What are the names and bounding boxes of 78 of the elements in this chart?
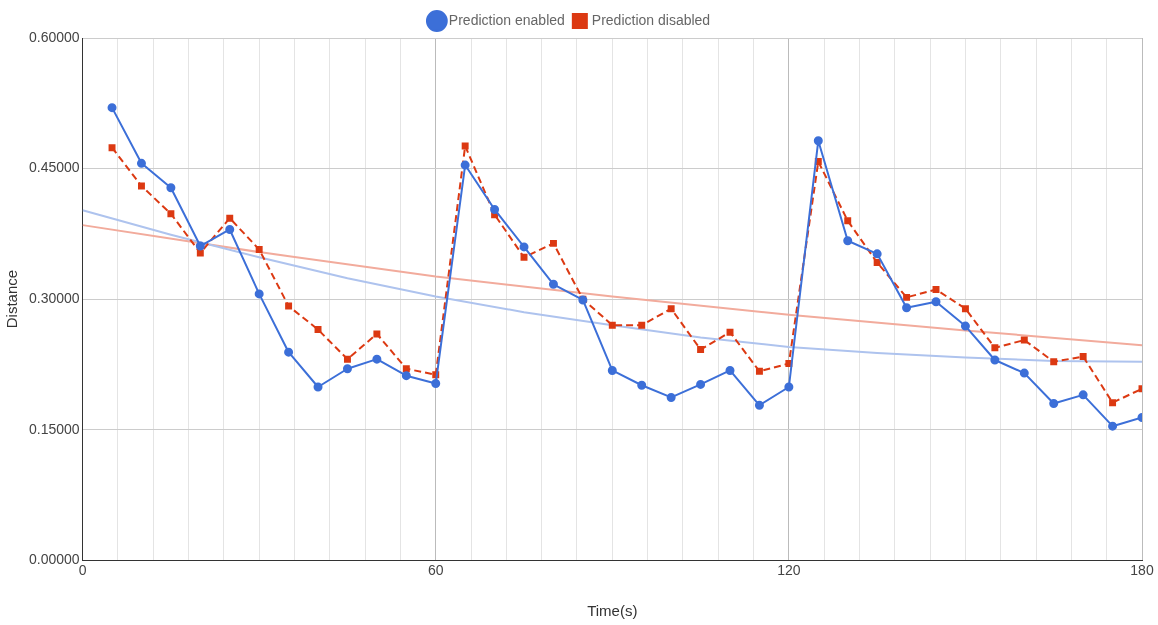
point <box>932 286 940 293</box>
point <box>226 214 234 222</box>
x-tick-label: 0 <box>78 562 87 579</box>
point <box>1049 399 1059 409</box>
point <box>373 330 381 338</box>
point <box>166 183 176 193</box>
point <box>431 379 441 389</box>
y-tick-label: 0.30000 <box>29 289 80 306</box>
point <box>607 365 617 375</box>
point <box>1109 399 1117 407</box>
point <box>548 279 558 289</box>
point <box>490 204 500 214</box>
point <box>1079 353 1087 361</box>
point <box>196 249 204 257</box>
point <box>313 382 323 392</box>
point <box>460 160 470 170</box>
y-tick-label: 0.00000 <box>29 551 80 568</box>
point <box>784 382 794 392</box>
point <box>785 360 793 367</box>
point <box>1020 336 1028 344</box>
legend-label: Prediction disabled <box>591 11 711 28</box>
point <box>519 242 529 252</box>
point <box>1019 368 1029 378</box>
point <box>872 249 882 259</box>
point <box>108 144 116 152</box>
point <box>697 346 705 354</box>
point <box>754 400 764 410</box>
y-tick-label: 0.45000 <box>29 159 80 176</box>
point <box>107 103 117 113</box>
point <box>902 303 912 313</box>
point <box>903 293 911 301</box>
point <box>136 158 146 168</box>
point <box>549 239 557 247</box>
point <box>667 305 675 313</box>
point <box>372 354 382 364</box>
y-axis-title: Distance <box>3 269 21 329</box>
point <box>167 210 175 218</box>
legend-label: Prediction enabled <box>448 11 565 28</box>
point <box>342 364 352 374</box>
point <box>991 344 999 352</box>
point <box>255 246 263 253</box>
x-tick-label: 180 <box>1130 562 1154 579</box>
x-tick-label: 60 <box>427 562 444 579</box>
point <box>638 321 646 329</box>
point <box>755 367 763 375</box>
point <box>343 355 351 363</box>
point <box>726 328 734 336</box>
point <box>725 365 735 375</box>
point <box>931 297 941 307</box>
point <box>285 302 293 310</box>
point <box>1108 421 1118 431</box>
point <box>225 224 235 234</box>
x-tick-label: 120 <box>777 562 801 579</box>
point <box>254 289 264 299</box>
point <box>873 259 881 267</box>
point <box>520 253 528 261</box>
point <box>195 241 205 251</box>
point <box>666 392 676 402</box>
point <box>844 217 852 225</box>
point <box>1050 358 1058 366</box>
point <box>960 321 970 331</box>
point <box>461 142 469 150</box>
y-tick-label: 0.15000 <box>29 420 80 437</box>
point <box>961 305 969 313</box>
point <box>843 236 853 246</box>
point <box>608 321 616 329</box>
point <box>137 182 145 190</box>
point <box>284 347 294 357</box>
point <box>314 326 322 334</box>
x-axis-title: Time(s) <box>587 602 638 620</box>
point <box>1078 390 1088 400</box>
point <box>990 355 1000 365</box>
point <box>402 365 410 373</box>
point <box>637 380 647 390</box>
point <box>696 379 706 389</box>
point <box>813 136 823 146</box>
point <box>401 371 411 381</box>
y-tick-label: 0.60000 <box>29 28 80 45</box>
